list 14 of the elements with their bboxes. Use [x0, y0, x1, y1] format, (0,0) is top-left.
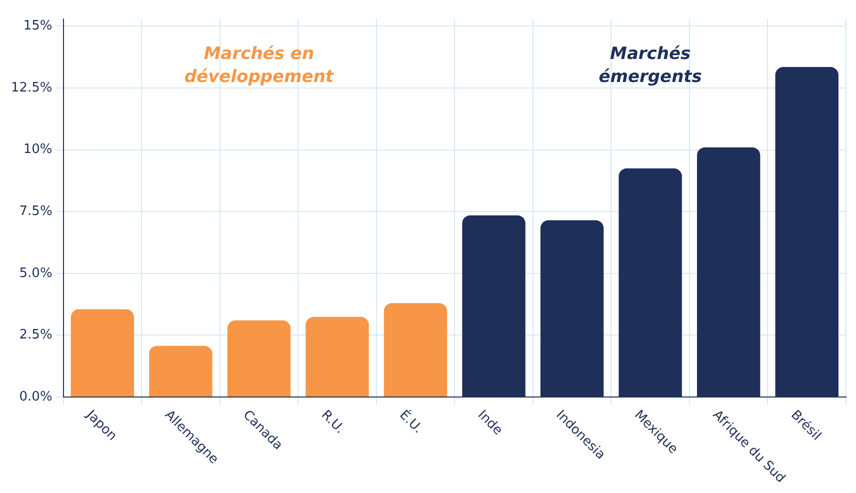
y-tick-label: 5.0% [19, 266, 52, 281]
bar [227, 320, 291, 396]
y-tick-label: 10% [23, 142, 52, 158]
bar [149, 346, 212, 396]
y-tick-label: 15% [23, 18, 52, 34]
y-tick-label: 7.5% [19, 204, 52, 219]
annotation: Marchés en développement [184, 44, 334, 88]
bar [70, 309, 134, 396]
annotation: Marchés émergents [598, 44, 702, 88]
bar [384, 303, 448, 396]
y-tick-label: 0.0% [19, 389, 52, 404]
y-tick-label: 2.5% [19, 328, 52, 343]
bar [306, 316, 369, 396]
y-tick-label: 12.5% [10, 80, 52, 96]
